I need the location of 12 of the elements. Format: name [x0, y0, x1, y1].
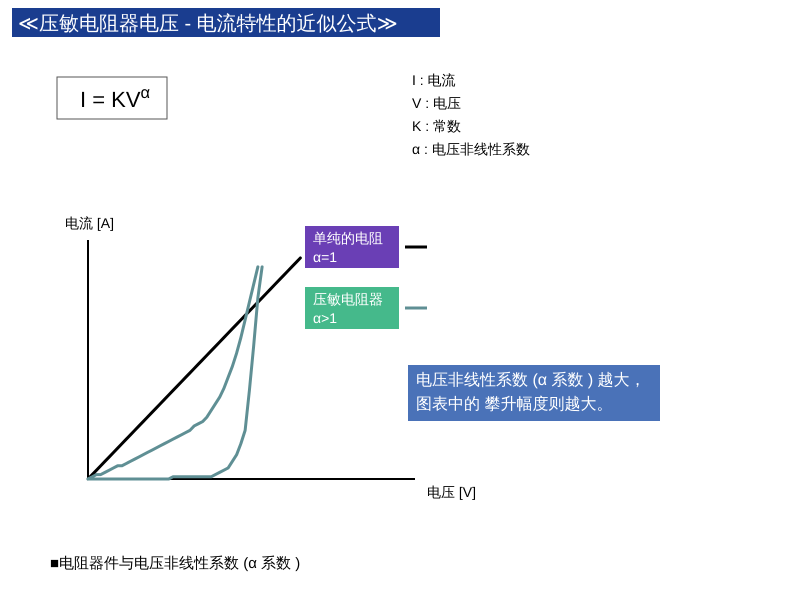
text: I : 电流 [412, 72, 456, 88]
y-axis-title: 电流 [A] [65, 215, 114, 231]
text: I = KV$^{α}$ [80, 84, 151, 112]
text: ■电阻器件与电压非线性系数 (α 系数 ) [50, 555, 300, 572]
legend-label: 单纯的电阻 α=1 [313, 230, 383, 265]
x-axis-title: 电压 [V] [427, 484, 476, 500]
text: V : 电压 [412, 95, 462, 111]
text: 电压非线性系数 (α 系数 ) 越大，图表中的 攀升幅度则越大。 [408, 365, 660, 421]
text: α : 电压非线性系数 [412, 141, 530, 157]
text: K : 常数 [412, 118, 462, 134]
legend-label: 压敏电阻器 α>1 [313, 291, 383, 326]
chart-title: ≪压敏电阻器电压 - 电流特性的近似公式≫ [18, 13, 398, 35]
